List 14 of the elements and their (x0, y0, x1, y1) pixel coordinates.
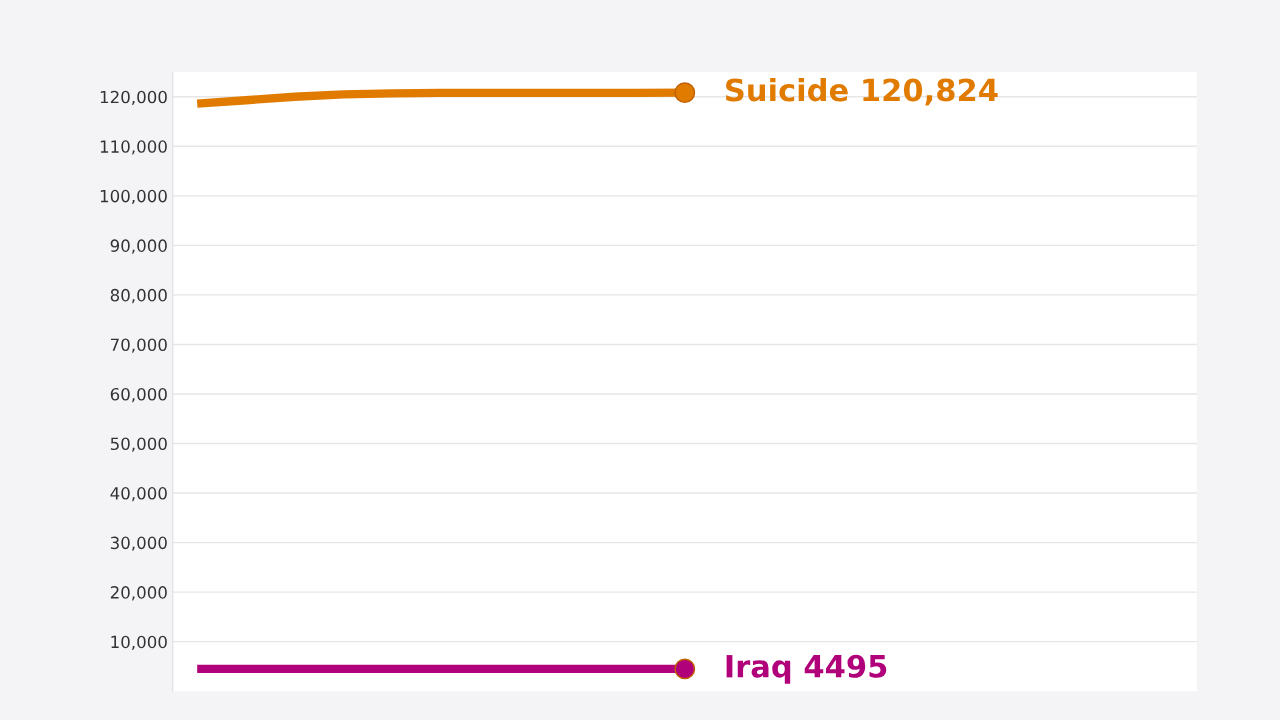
text: Suicide 120,824 (726, 77, 998, 106)
y-tick-label: 110,000 (100, 140, 167, 155)
y-tick-label: 90,000 (110, 239, 167, 254)
y-tick-label: 60,000 (110, 387, 167, 403)
y-tick-label: 70,000 (110, 338, 167, 353)
y-tick-label: 120,000 (100, 90, 167, 106)
y-tick-label: 100,000 (100, 189, 167, 205)
y-tick-label: 20,000 (110, 586, 167, 601)
y-tick-label: 30,000 (110, 536, 167, 551)
text: Iraq 4495 (726, 654, 887, 684)
y-tick-label: 40,000 (110, 487, 167, 502)
y-tick-label: 10,000 (111, 635, 167, 650)
y-tick-label: 80,000 (110, 288, 167, 304)
y-tick-label: 50,000 (110, 437, 167, 452)
